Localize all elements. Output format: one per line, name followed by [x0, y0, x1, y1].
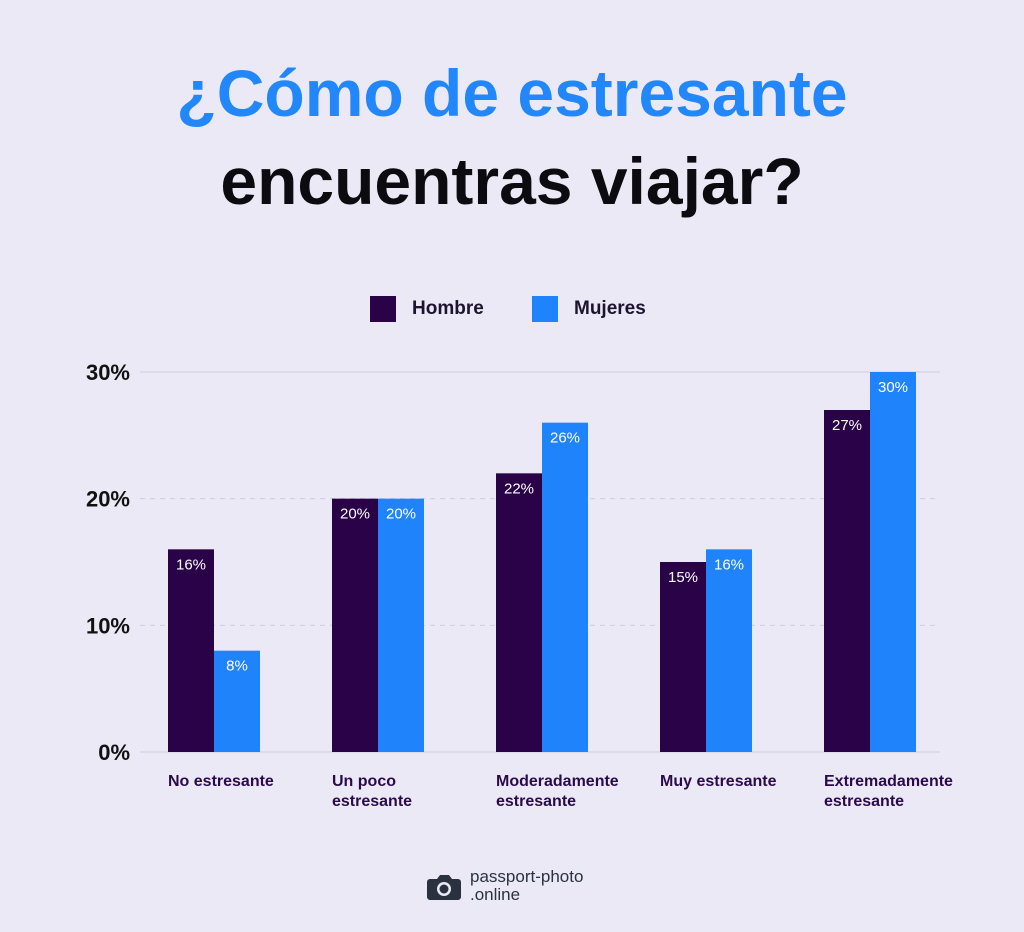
x-category-label: No estresante: [168, 773, 274, 790]
legend-label-hombre: Hombre: [412, 298, 484, 319]
bar-hombre: [168, 549, 214, 752]
chart-legend: Hombre Mujeres: [370, 296, 670, 324]
bar-value-label: 30%: [878, 379, 908, 396]
bar-value-label: 8%: [226, 658, 248, 675]
bar-mujeres: [706, 549, 752, 752]
bar-hombre: [824, 410, 870, 752]
x-category-label: Moderadamente estresante: [496, 773, 619, 810]
bar-hombre: [496, 473, 542, 752]
y-tick-label: 10%: [86, 613, 130, 638]
brand-line-2: .online: [470, 885, 521, 904]
legend-label-mujeres: Mujeres: [574, 298, 646, 319]
x-category-label: Extremadamente estresante: [824, 773, 953, 810]
brand-line-1: passport-photo: [470, 867, 584, 886]
brand-name: passport-photo .online: [470, 868, 583, 904]
chart-title-line-2: encuentras viajar?: [220, 144, 804, 218]
bar-value-label: 16%: [176, 556, 206, 573]
legend-swatch-hombre: [370, 296, 396, 322]
x-category-label: Muy estresante: [660, 773, 777, 790]
y-tick-label: 20%: [86, 487, 130, 512]
bar-value-label: 22%: [504, 480, 534, 497]
bar-value-label: 16%: [714, 556, 744, 573]
bar-mujeres: [214, 650, 260, 752]
bar-value-label: 26%: [550, 430, 580, 447]
y-tick-label: 30%: [86, 360, 130, 385]
bar-value-label: 20%: [386, 506, 416, 523]
chart-title-line-1: ¿Cómo de estresante: [176, 56, 848, 130]
legend-swatch-mujeres: [532, 296, 558, 322]
bar-hombre: [660, 562, 706, 752]
y-tick-label: 0%: [98, 740, 130, 765]
bar-mujeres: [870, 372, 916, 752]
bar-value-label: 15%: [668, 569, 698, 586]
bar-mujeres: [542, 422, 588, 752]
bar-hombre: [332, 498, 378, 752]
camera-icon: [427, 875, 461, 900]
bar-value-label: 27%: [832, 417, 862, 434]
x-category-label: Un poco estresante: [332, 773, 412, 810]
bar-value-label: 20%: [340, 506, 370, 523]
bar-mujeres: [378, 498, 424, 752]
bar-chart: 0% 10% 20% 30% 16% 8% No estresante 20% 20% Un po…: [86, 360, 953, 810]
